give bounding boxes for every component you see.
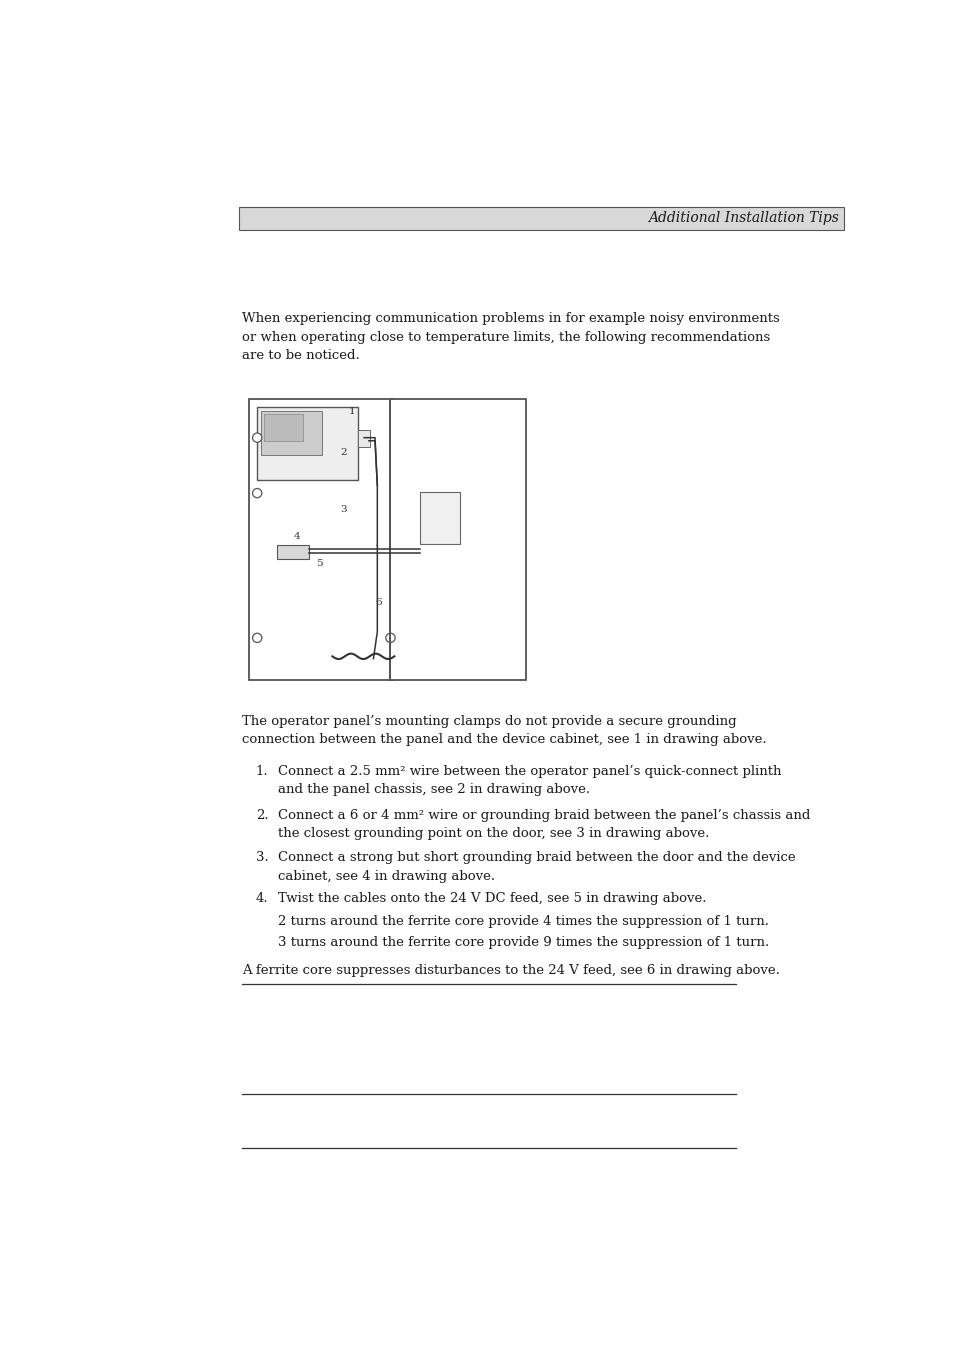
Text: 2.: 2.	[255, 809, 268, 822]
Circle shape	[385, 633, 395, 643]
Text: Connect a strong but short grounding braid between the door and the device
cabin: Connect a strong but short grounding bra…	[278, 850, 795, 883]
Text: 6: 6	[375, 598, 381, 606]
Text: 4.: 4.	[255, 892, 268, 904]
Text: Additional Installation Tips: Additional Installation Tips	[647, 211, 838, 225]
Bar	[249, 400, 393, 680]
Bar	[261, 410, 321, 455]
Bar	[390, 400, 525, 680]
Bar	[264, 414, 303, 440]
Text: When experiencing communication problems in for example noisy environments
or wh: When experiencing communication problems…	[241, 312, 779, 362]
Text: Connect a 2.5 mm² wire between the operator panel’s quick-connect plinth
and the: Connect a 2.5 mm² wire between the opera…	[278, 765, 781, 796]
Bar	[357, 429, 370, 447]
Text: 2: 2	[340, 448, 346, 456]
Text: A ferrite core suppresses disturbances to the 24 V feed, see 6 in drawing above.: A ferrite core suppresses disturbances t…	[241, 964, 779, 977]
Text: Connect a 6 or 4 mm² wire or grounding braid between the panel’s chassis and
the: Connect a 6 or 4 mm² wire or grounding b…	[278, 809, 810, 840]
Text: Twist the cables onto the 24 V DC feed, see 5 in drawing above.: Twist the cables onto the 24 V DC feed, …	[278, 892, 706, 904]
Text: 4: 4	[294, 532, 300, 541]
Circle shape	[253, 633, 261, 643]
Text: 1: 1	[348, 406, 355, 416]
Bar	[276, 545, 309, 559]
FancyBboxPatch shape	[239, 207, 843, 230]
Text: The operator panel’s mounting clamps do not provide a secure grounding
connectio: The operator panel’s mounting clamps do …	[241, 716, 765, 747]
Text: 3: 3	[340, 505, 346, 514]
Bar	[419, 491, 459, 544]
Text: 3 turns around the ferrite core provide 9 times the suppression of 1 turn.: 3 turns around the ferrite core provide …	[278, 936, 768, 949]
Circle shape	[253, 489, 261, 498]
Text: 3.: 3.	[255, 850, 268, 864]
Circle shape	[253, 433, 261, 443]
Bar	[257, 406, 357, 481]
Text: 2 turns around the ferrite core provide 4 times the suppression of 1 turn.: 2 turns around the ferrite core provide …	[278, 915, 768, 927]
Text: 1.: 1.	[255, 765, 268, 778]
Text: 5: 5	[315, 559, 322, 568]
